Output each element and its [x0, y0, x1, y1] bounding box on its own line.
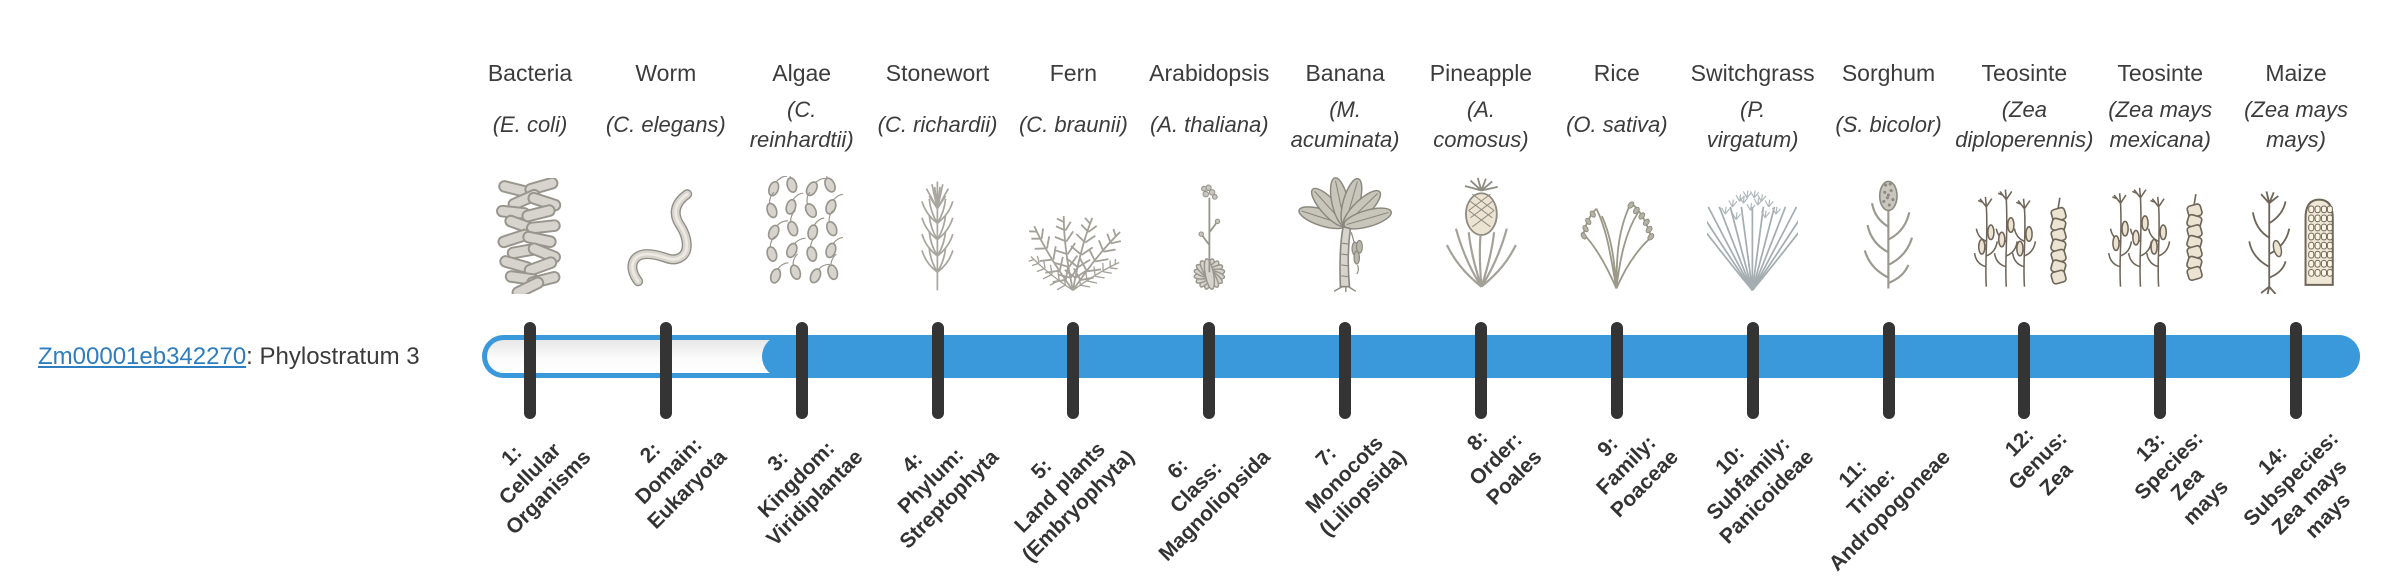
- organism-scientific-name: (Zea mays mexicana): [2080, 86, 2240, 164]
- teosinte-mexicana-icon: [2080, 170, 2240, 294]
- phylostratum-tick: [2018, 322, 2031, 419]
- gene-label: Zm00001eb342270: Phylostratum 3: [38, 341, 420, 373]
- organism-scientific-name-line: mays): [2266, 127, 2326, 152]
- phylostratum-tick: [2290, 322, 2303, 419]
- sorghum-icon: [1809, 170, 1969, 294]
- bacteria-icon: [450, 170, 610, 294]
- algae-icon: [722, 170, 882, 294]
- organism-common-name: Bacteria: [487, 60, 573, 86]
- organism-scientific-name: (M. acuminata): [1265, 86, 1425, 164]
- phylostratum-tick: [1067, 322, 1080, 419]
- phylostratum-tick: [1882, 322, 1895, 419]
- phylostratum-tick: [659, 322, 672, 419]
- organism-scientific-name-line: (M.: [1329, 97, 1361, 122]
- phylostratum-tick: [1203, 322, 1216, 419]
- organism-common-name: Teosinte: [1981, 60, 2068, 86]
- organism-common-name: Teosinte: [2117, 60, 2204, 86]
- organism-scientific-name: (C. braunii): [993, 86, 1153, 164]
- organism-scientific-name: (E. coli): [450, 86, 610, 164]
- organism-scientific-name-line: (C. richardii): [877, 112, 998, 137]
- organism-common-name: Maize: [2265, 60, 2327, 86]
- organism-common-name: Banana: [1305, 60, 1385, 86]
- organism-scientific-name-line: (P.: [1740, 97, 1766, 122]
- organism-scientific-name-line: (E. coli): [492, 112, 568, 137]
- organism-common-name: Pineapple: [1429, 60, 1533, 86]
- organism-scientific-name: (S. bicolor): [1809, 86, 1969, 164]
- phylostratum-tick: [1339, 322, 1352, 419]
- organism-scientific-name: (A. comosus): [1401, 86, 1561, 164]
- organism-scientific-name: (C. richardii): [858, 86, 1018, 164]
- organism-scientific-name-line: (O. sativa): [1566, 112, 1668, 137]
- stonewort-icon: [858, 170, 1018, 294]
- organism-scientific-name-line: (Zea mays: [2108, 97, 2213, 122]
- rice-icon: [1537, 170, 1697, 294]
- organism-common-name: Switchgrass: [1690, 60, 1815, 86]
- organism-common-name: Algae: [772, 60, 832, 86]
- bar-filled-segment: [762, 335, 2360, 378]
- phylostratum-tick: [931, 322, 944, 419]
- organism-scientific-name-line: (A.: [1466, 97, 1495, 122]
- organism-scientific-name-line: (C. elegans): [605, 112, 726, 137]
- maize-icon: [2216, 170, 2376, 294]
- organism-scientific-name: (Zea diploperennis): [1944, 86, 2104, 164]
- organism-common-name: Worm: [635, 60, 697, 86]
- organism-scientific-name-line: (C. braunii): [1018, 112, 1128, 137]
- banana-icon: [1265, 170, 1425, 294]
- phylostrata-bar: [482, 335, 2360, 378]
- phylostratum-tick: [1474, 322, 1487, 419]
- organism-scientific-name-line: (Zea: [2001, 97, 2047, 122]
- organism-common-name: Fern: [1049, 60, 1098, 86]
- phylostratum-tick: [1610, 322, 1623, 419]
- organism-scientific-name-line: (Zea mays: [2244, 97, 2348, 122]
- organism-scientific-name: (C. reinhardtii): [722, 86, 882, 164]
- teosinte-diploperennis-icon: [1944, 170, 2104, 294]
- gene-phylostratum-text: : Phylostratum 3: [246, 343, 420, 370]
- phylostratum-tick: [2154, 322, 2167, 419]
- organism-scientific-name-line: reinhardtii): [749, 127, 854, 152]
- switchgrass-icon: [1673, 170, 1833, 294]
- organism-common-name: Arabidopsis: [1149, 60, 1270, 86]
- organism-scientific-name-line: comosus): [1433, 127, 1529, 152]
- organism-scientific-name: (Zea mays mays): [2216, 86, 2376, 164]
- phylostratum-tick: [524, 322, 536, 419]
- organism-scientific-name-line: (C.: [787, 97, 817, 122]
- organism-scientific-name: (P. virgatum): [1673, 86, 1833, 164]
- gene-id-link[interactable]: Zm00001eb342270: [38, 343, 247, 370]
- organism-scientific-name-line: acuminata): [1290, 127, 1400, 152]
- organism-scientific-name-line: (A. thaliana): [1149, 112, 1269, 137]
- organism-scientific-name-line: mexicana): [2109, 127, 2211, 152]
- worm-icon: [586, 170, 746, 294]
- pineapple-icon: [1401, 170, 1561, 294]
- organism-scientific-name-line: virgatum): [1706, 127, 1799, 152]
- organism-scientific-name-line: (S. bicolor): [1835, 112, 1942, 137]
- phylostratum-tick: [795, 322, 808, 419]
- arabidopsis-icon: [1129, 170, 1289, 294]
- phylostratum-tick: [1746, 322, 1759, 419]
- organism-common-name: Stonewort: [885, 60, 990, 86]
- organism-scientific-name: (C. elegans): [586, 86, 746, 164]
- organism-scientific-name-line: diploperennis): [1955, 127, 2094, 152]
- organism-common-name: Rice: [1593, 60, 1640, 86]
- fern-icon: [993, 170, 1153, 294]
- organism-scientific-name: (A. thaliana): [1129, 86, 1289, 164]
- organism-scientific-name: (O. sativa): [1537, 86, 1697, 164]
- organism-common-name: Sorghum: [1841, 60, 1936, 86]
